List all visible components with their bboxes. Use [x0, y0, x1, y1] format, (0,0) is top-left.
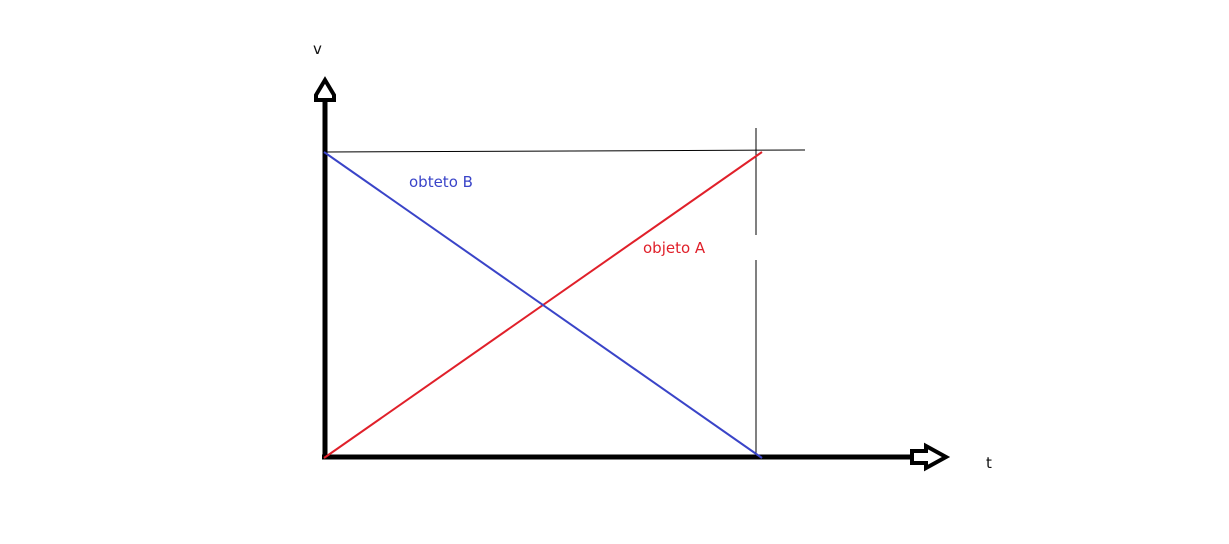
series-line-obteto-b — [323, 151, 763, 459]
top-guide-line — [324, 149, 806, 153]
series-label-obteto-b: obteto B — [409, 173, 473, 191]
series-label-objeto-a: objeto A — [643, 239, 706, 257]
t-axis-arrow-icon — [910, 442, 951, 472]
v-axis-arrow-icon — [314, 76, 336, 102]
v-axis-label: v — [313, 40, 322, 58]
t-axis-label: t — [986, 454, 992, 472]
